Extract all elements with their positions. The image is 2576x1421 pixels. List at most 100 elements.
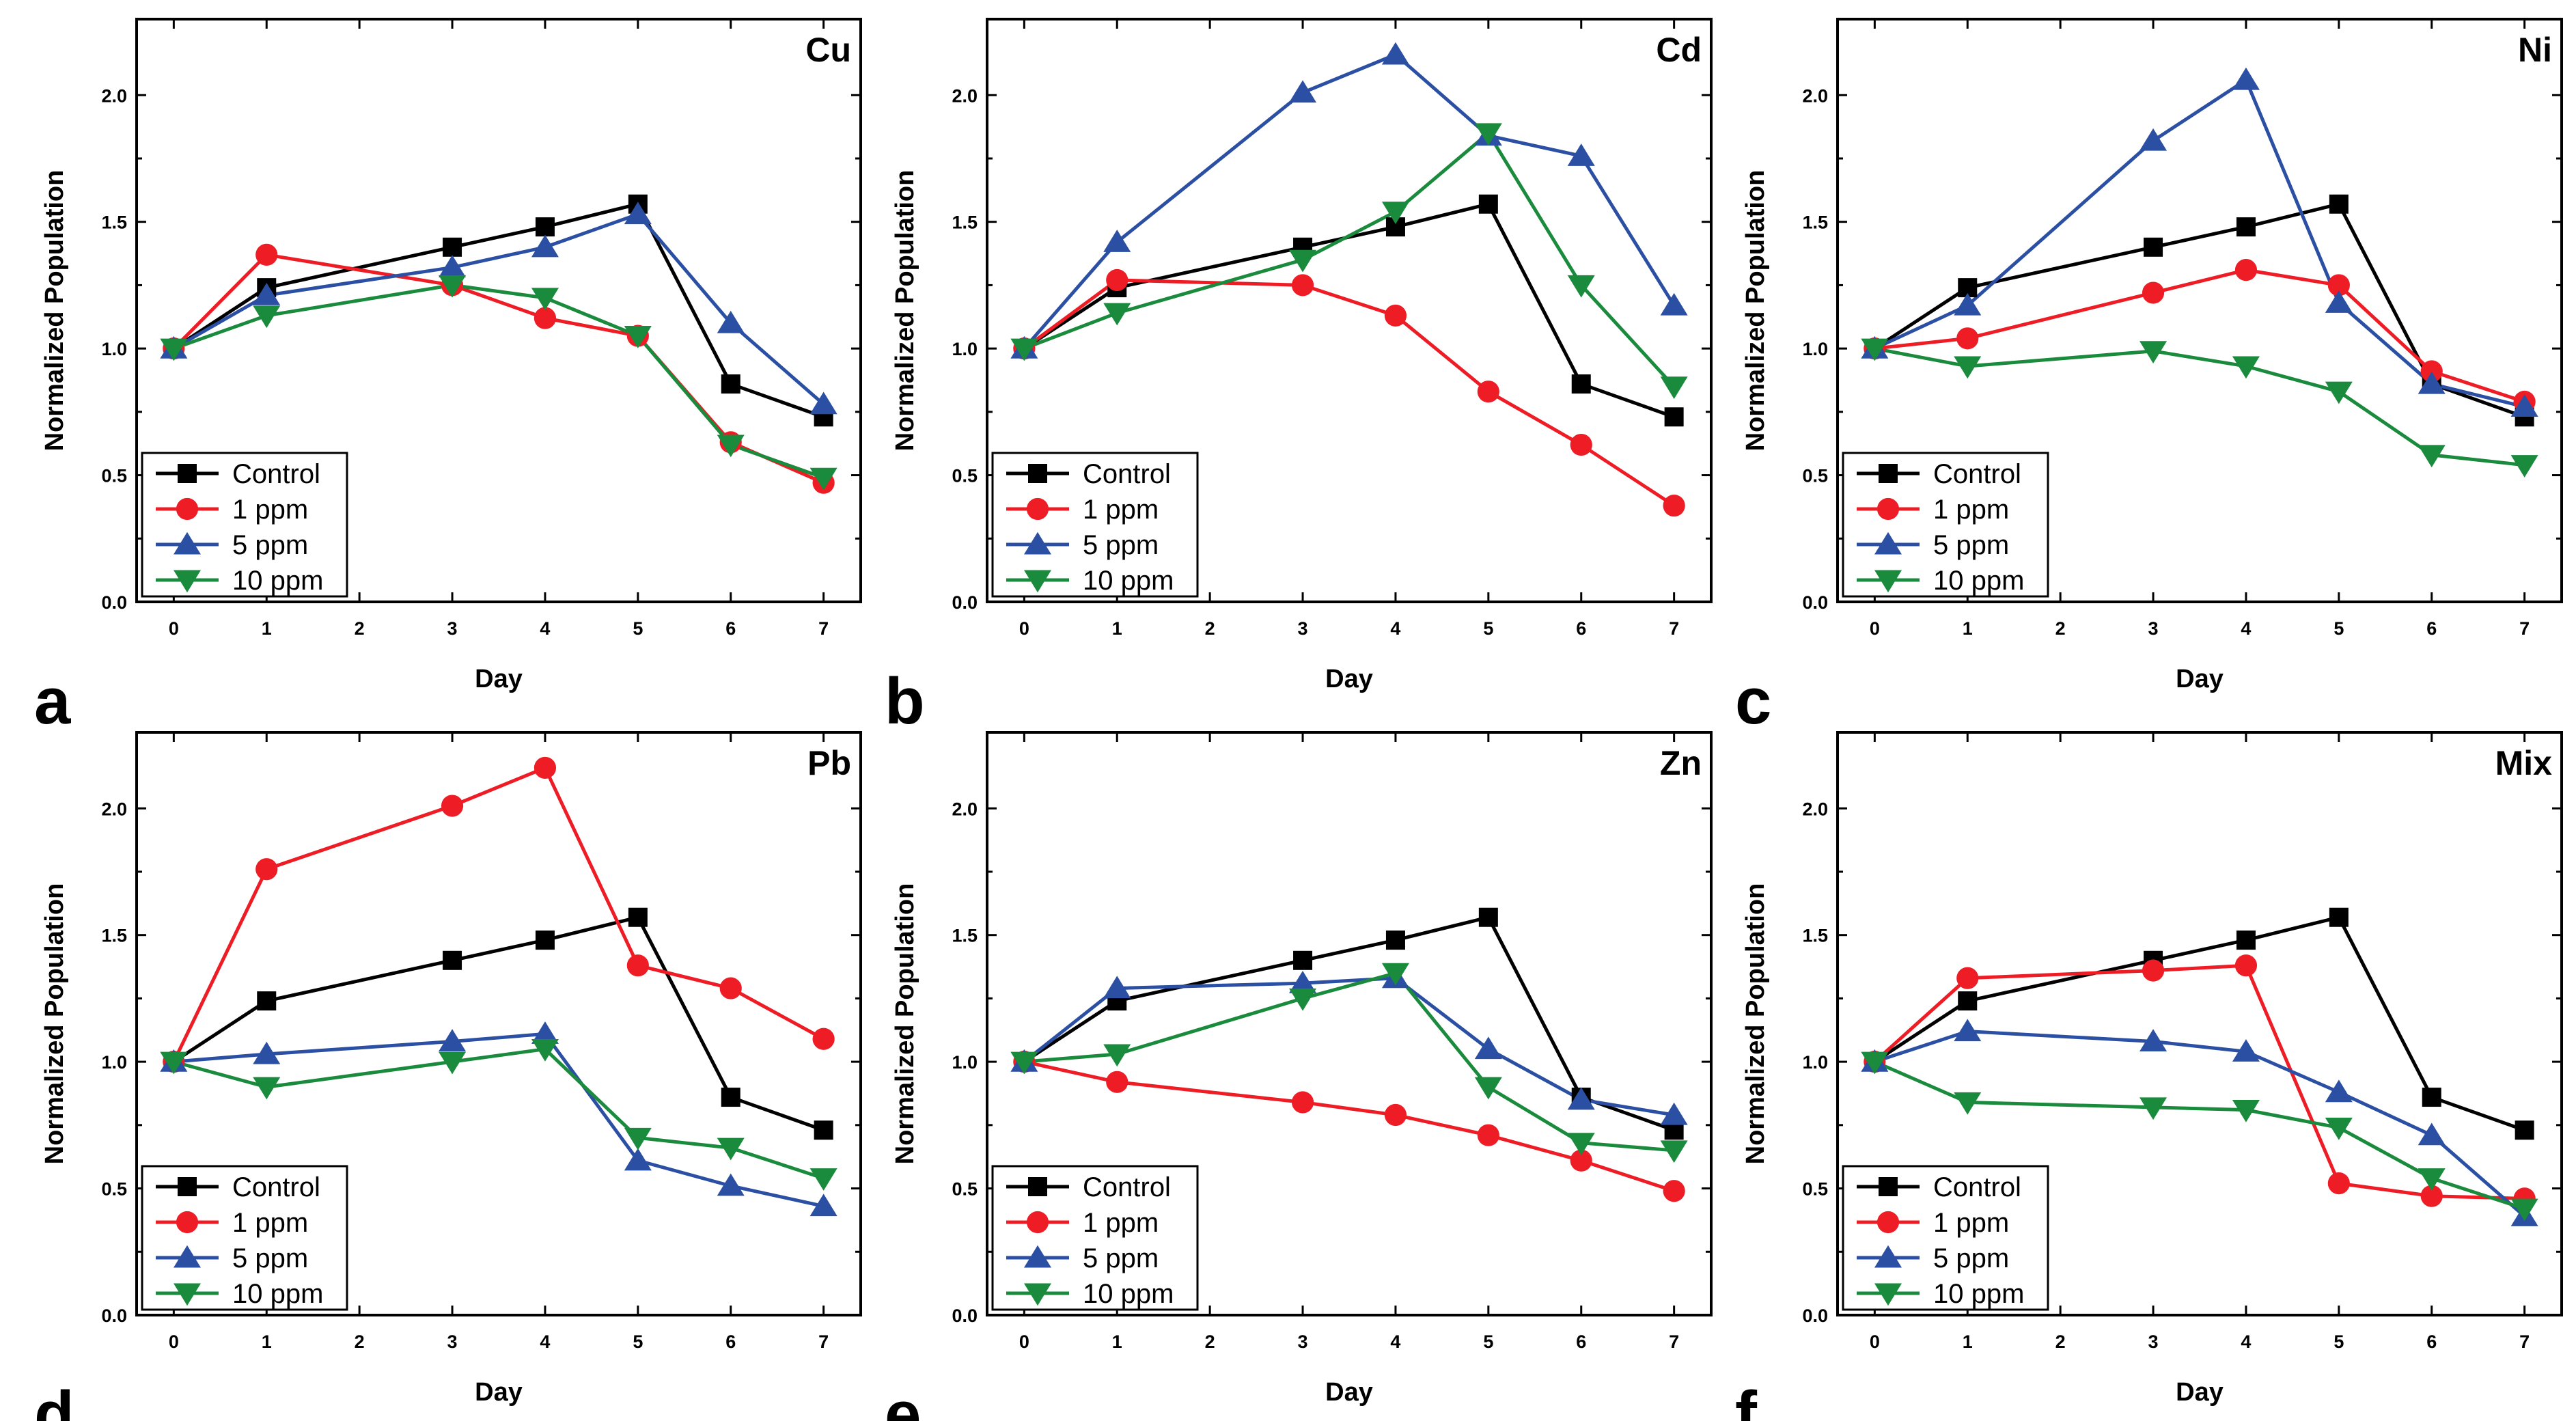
y-tick-label: 1.5 xyxy=(1802,926,1828,946)
y-tick-label: 1.0 xyxy=(101,339,127,359)
x-tick-label: 2 xyxy=(355,618,365,639)
data-point-1-ppm xyxy=(255,858,278,881)
data-point-10-ppm xyxy=(160,1051,188,1075)
x-tick-label: 1 xyxy=(1963,1332,1973,1352)
data-point-10-ppm xyxy=(1954,356,1982,379)
x-tick-label: 2 xyxy=(355,1332,365,1352)
y-tick-label: 2.0 xyxy=(952,85,978,106)
data-point-5-ppm xyxy=(1381,42,1409,65)
data-point-5-ppm xyxy=(1660,1102,1688,1125)
data-point-control xyxy=(535,930,555,950)
x-tick-label: 5 xyxy=(2333,618,2344,639)
series-line-10-ppm xyxy=(1023,131,1676,388)
x-tick-label: 0 xyxy=(1019,1332,1029,1352)
data-point-10-ppm xyxy=(1567,275,1595,298)
x-tick-label: 0 xyxy=(1019,618,1029,639)
data-point-control xyxy=(721,374,740,394)
legend-label: 10 ppm xyxy=(232,1279,323,1309)
x-tick-label: 0 xyxy=(169,1332,179,1352)
data-point-5-ppm xyxy=(717,1173,745,1196)
data-point-10-ppm xyxy=(624,326,652,348)
data-point-1-ppm xyxy=(2327,274,2350,296)
data-point-1-ppm xyxy=(534,756,557,780)
data-point-control xyxy=(1478,194,1498,214)
x-tick-label: 5 xyxy=(1483,1332,1493,1352)
data-point-5-ppm xyxy=(253,283,281,305)
data-point-control xyxy=(2329,907,2349,927)
data-point-control xyxy=(1478,907,1498,927)
y-tick-label: 1.5 xyxy=(952,212,978,233)
data-point-1-ppm xyxy=(719,977,742,999)
y-tick-label: 1.5 xyxy=(1802,212,1828,233)
x-tick-label: 4 xyxy=(2241,618,2251,639)
x-tick-label: 1 xyxy=(1963,618,1973,639)
x-tick-label: 0 xyxy=(169,618,179,639)
y-axis-label: Normalized Population xyxy=(1741,170,1770,452)
x-tick-label: 5 xyxy=(1483,618,1493,639)
panel-title: Zn xyxy=(1660,744,1702,782)
legend-label: Control xyxy=(232,459,320,489)
data-point-10-ppm xyxy=(1381,202,1409,225)
data-point-10-ppm xyxy=(1660,1140,1688,1163)
data-point-10-ppm xyxy=(2510,1198,2538,1222)
legend-label: 5 ppm xyxy=(1083,1243,1159,1273)
panel-letter: b xyxy=(885,665,925,738)
data-point-10-ppm xyxy=(1567,1133,1595,1156)
data-point-1-ppm xyxy=(1663,494,1685,517)
data-point-5-ppm xyxy=(809,1194,837,1217)
data-point-10-ppm xyxy=(439,1051,467,1075)
legend-marker xyxy=(178,464,197,483)
y-tick-label: 2.0 xyxy=(1802,799,1828,819)
data-point-control xyxy=(443,237,462,257)
x-tick-label: 3 xyxy=(1298,1332,1308,1352)
legend-marker xyxy=(1023,1245,1052,1268)
plot-frame xyxy=(986,731,1713,1316)
data-point-1-ppm xyxy=(1291,1091,1314,1114)
plot-frame xyxy=(135,731,862,1316)
data-point-5-ppm xyxy=(2232,67,2260,90)
legend-marker xyxy=(1023,570,1052,593)
x-tick-label: 3 xyxy=(447,1332,458,1352)
y-tick-label: 1.5 xyxy=(952,926,978,946)
plot-frame xyxy=(986,18,1713,603)
y-axis-label: Normalized Population xyxy=(1741,883,1770,1165)
data-point-5-ppm xyxy=(531,1021,559,1044)
legend-label: 1 ppm xyxy=(232,495,308,525)
x-axis-label: Day xyxy=(2176,665,2224,693)
data-point-5-ppm xyxy=(2325,1079,2353,1103)
data-point-control xyxy=(721,1088,740,1107)
legend-label: Control xyxy=(1933,459,2021,489)
legend-label: 1 ppm xyxy=(1933,495,2009,525)
legend-marker xyxy=(173,1283,202,1306)
y-axis-label: Normalized Population xyxy=(891,883,919,1165)
y-tick-label: 1.5 xyxy=(101,926,127,946)
data-point-5-ppm xyxy=(1954,1019,1982,1042)
panel-letter: d xyxy=(34,1378,74,1421)
x-tick-label: 2 xyxy=(2055,1332,2066,1352)
data-point-control xyxy=(1571,374,1591,394)
legend-label: 1 ppm xyxy=(1083,495,1159,525)
data-point-10-ppm xyxy=(1474,1077,1502,1100)
x-tick-label: 7 xyxy=(1669,618,1679,639)
data-point-10-ppm xyxy=(2325,381,2353,404)
legend-marker xyxy=(1876,1211,1900,1234)
data-point-1-ppm xyxy=(1477,1124,1499,1146)
x-tick-label: 5 xyxy=(633,1332,643,1352)
x-tick-label: 3 xyxy=(2148,1332,2159,1352)
data-point-control xyxy=(2144,237,2163,257)
x-tick-label: 1 xyxy=(262,618,272,639)
data-point-1-ppm xyxy=(1956,967,1979,989)
y-tick-label: 1.0 xyxy=(952,339,978,359)
legend-label: 5 ppm xyxy=(1933,1243,2009,1273)
x-tick-label: 6 xyxy=(1576,1332,1586,1352)
x-tick-label: 6 xyxy=(725,618,736,639)
data-point-5-ppm xyxy=(1103,976,1131,999)
y-axis-label: Normalized Population xyxy=(40,883,69,1165)
data-point-10-ppm xyxy=(1861,1051,1889,1075)
y-tick-label: 1.0 xyxy=(1802,339,1828,359)
data-point-10-ppm xyxy=(2139,341,2168,364)
x-axis-label: Day xyxy=(1325,665,1373,693)
data-point-10-ppm xyxy=(439,275,467,298)
chart-panel-a: 0.0 0.5 1.0 1.5 2.0 0 1 2 3 4 5 6 7 Day Normalized Pop… xyxy=(34,18,862,738)
